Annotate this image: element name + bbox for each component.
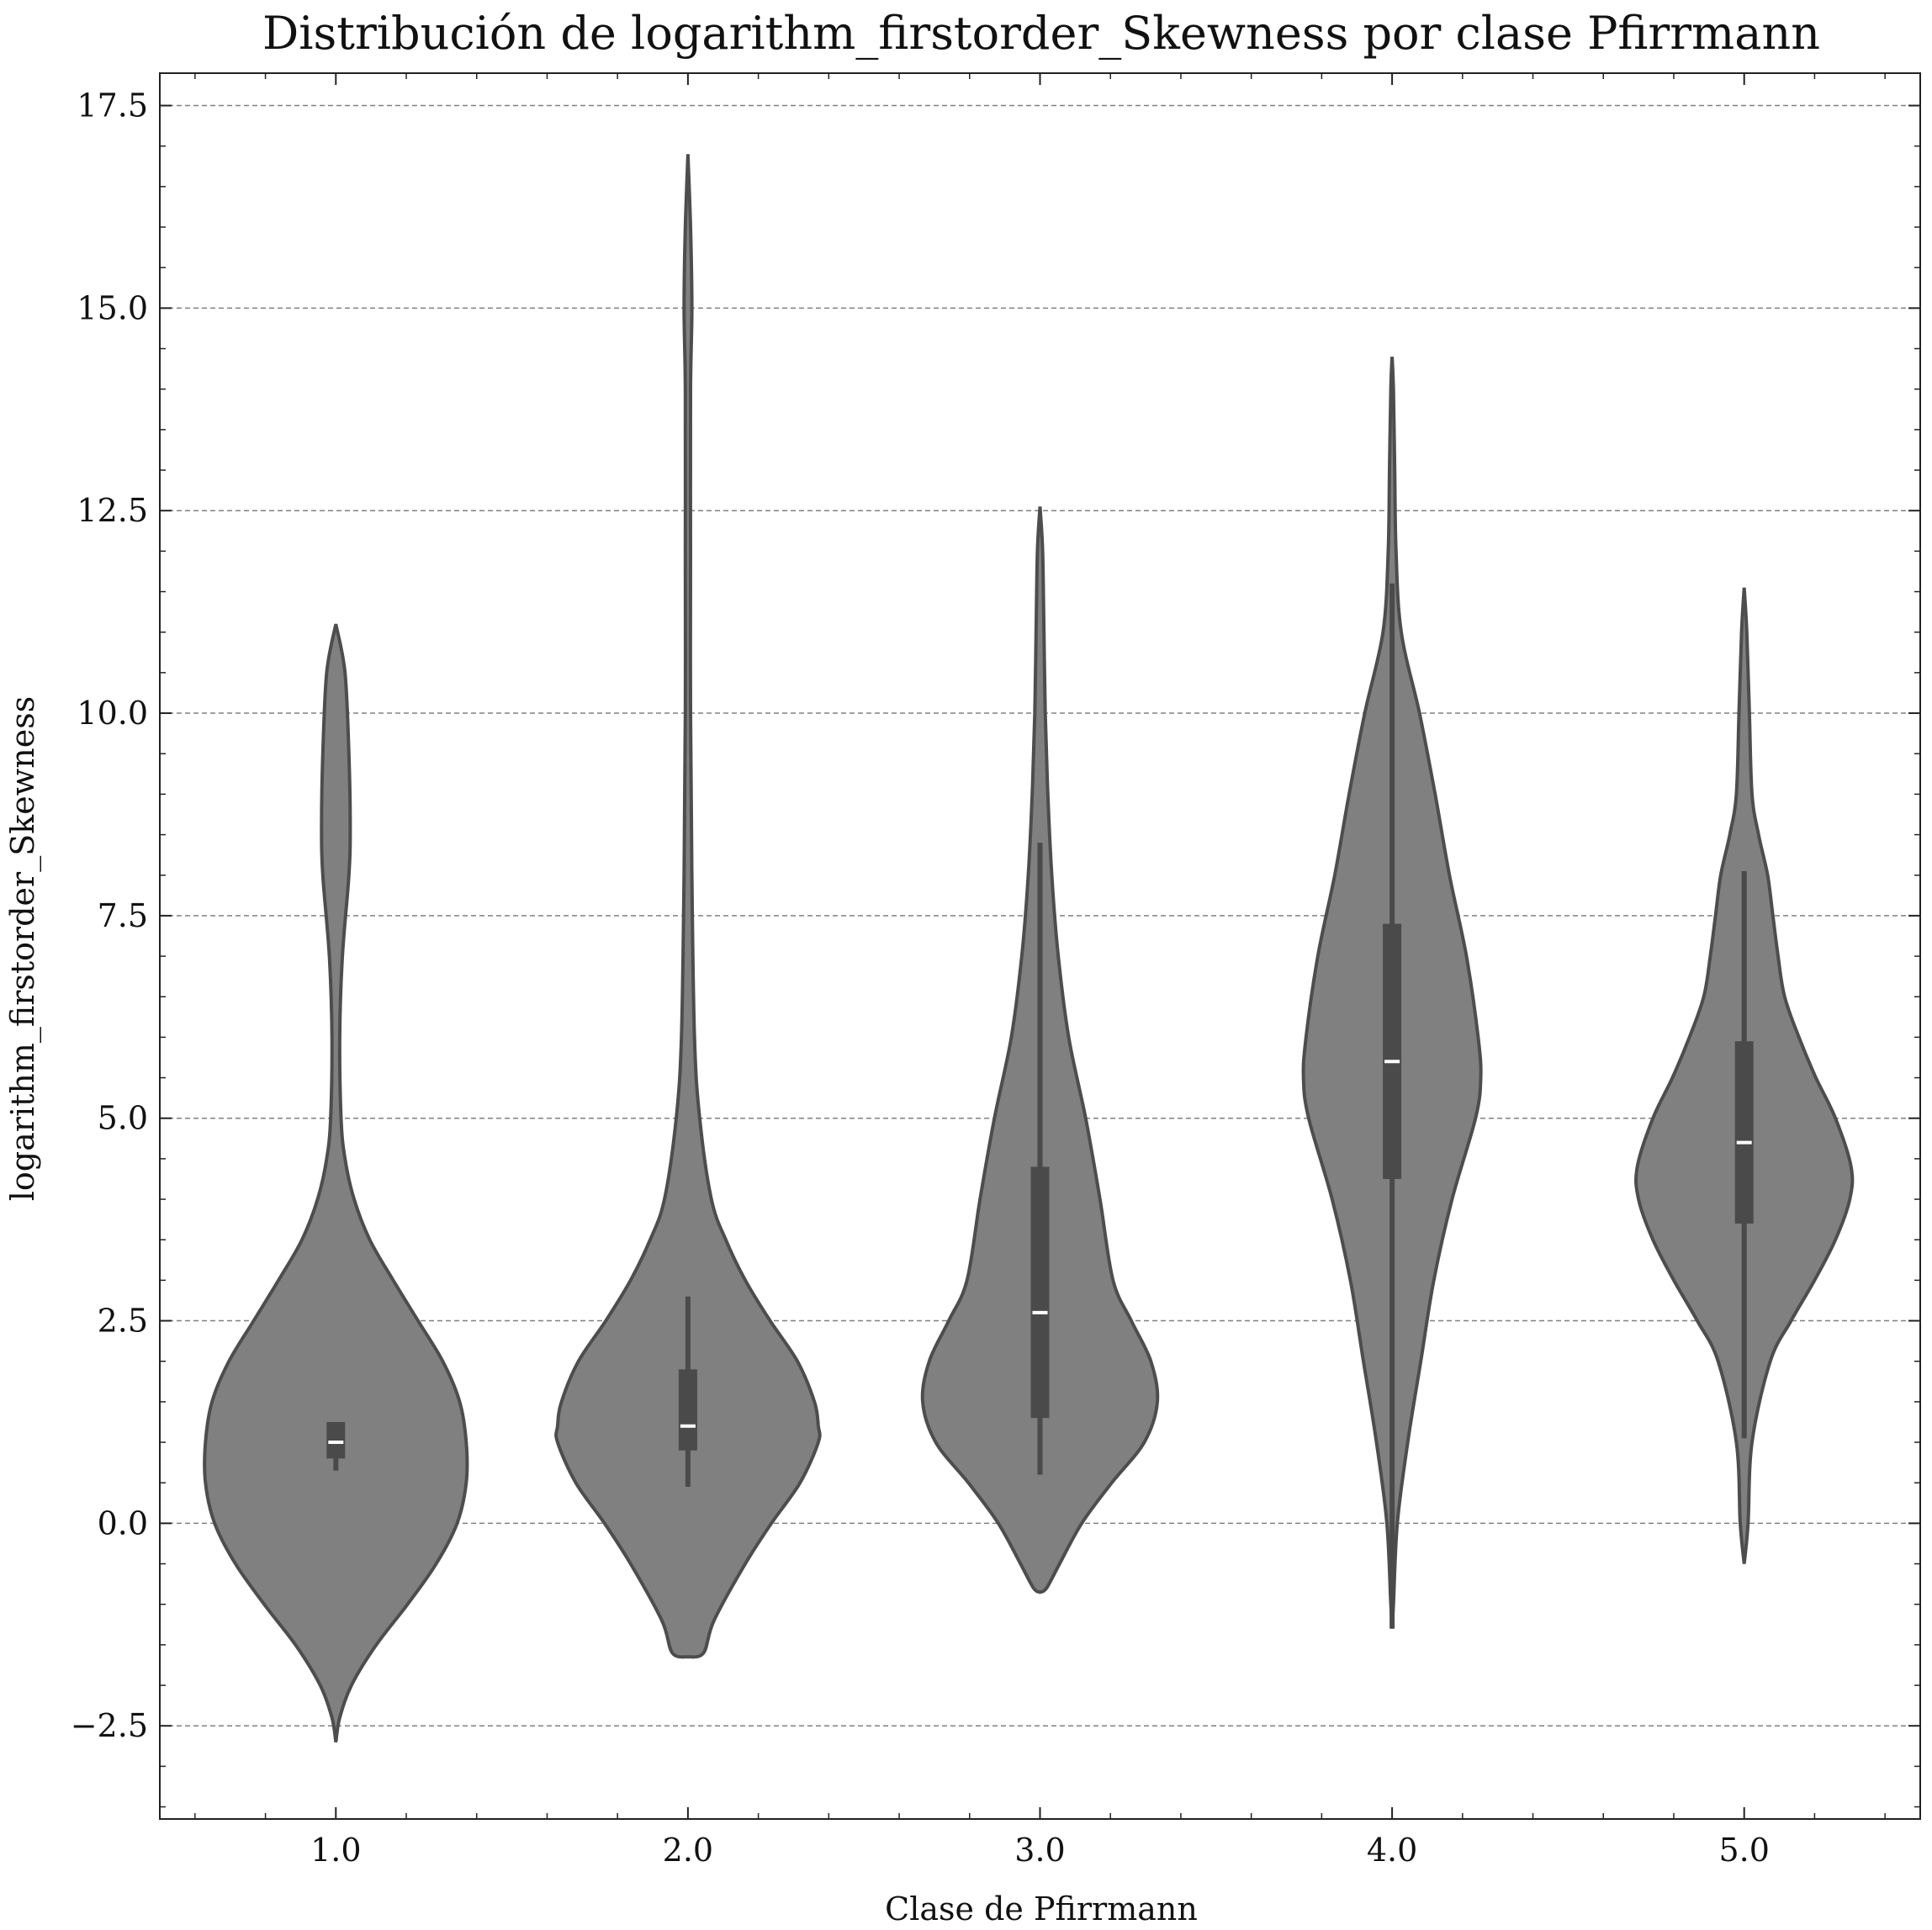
x-tick-label: 3.0 xyxy=(1014,1832,1065,1869)
violin-box-5.0 xyxy=(1734,1041,1754,1224)
y-tick-label: 10.0 xyxy=(77,695,148,732)
grid-lines xyxy=(160,104,1920,1726)
axis-ticks: −2.5 0.0 2.5 5.0 7.5 10.0 12.5 15.0 17.5 1.0 2.0 3.… xyxy=(71,73,1920,1869)
y-tick-label: 15.0 xyxy=(77,289,148,326)
x-tick-label: 5.0 xyxy=(1718,1832,1769,1869)
x-tick-label: 2.0 xyxy=(663,1832,713,1869)
violin-box-1.0 xyxy=(326,1421,346,1459)
y-tick-label: 12.5 xyxy=(77,492,148,529)
x-tick-label: 4.0 xyxy=(1367,1832,1417,1869)
x-axis-label: Clase de Pfirrmann xyxy=(885,1890,1198,1927)
violin-2.0 xyxy=(554,154,822,1659)
x-tick-label: 1.0 xyxy=(310,1832,361,1869)
chart-title: Distribución de logarithm_firstorder_Ske… xyxy=(262,7,1820,60)
violin-1.0 xyxy=(203,623,469,1742)
violin-box-4.0 xyxy=(1383,923,1402,1179)
y-tick-label: 2.5 xyxy=(98,1303,148,1340)
y-tick-label: 0.0 xyxy=(98,1504,148,1541)
y-tick-label: 5.0 xyxy=(98,1100,148,1137)
y-tick-label: −2.5 xyxy=(71,1707,148,1744)
violin-box-3.0 xyxy=(1030,1166,1050,1419)
y-tick-label: 7.5 xyxy=(98,897,148,934)
violin-layer xyxy=(203,154,1855,1742)
y-axis-label: logarithm_firstorder_Skewness xyxy=(4,696,42,1201)
violin-box-2.0 xyxy=(678,1369,697,1451)
y-tick-label: 17.5 xyxy=(77,87,148,124)
